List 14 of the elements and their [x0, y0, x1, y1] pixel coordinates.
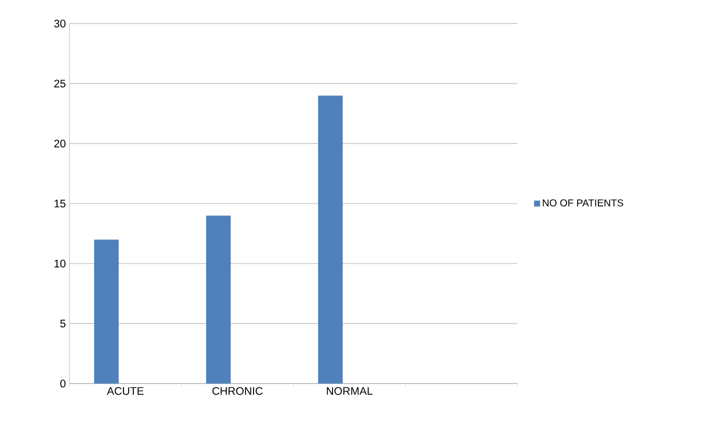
x-tick-label: ACUTE: [106, 387, 144, 395]
y-tick-label: 0: [60, 380, 66, 388]
bar: [94, 240, 119, 384]
legend-label: NO OF PATIENTS: [542, 199, 624, 206]
x-tick-label: NORMAL: [326, 387, 373, 395]
y-tick-label: 20: [54, 140, 66, 148]
y-tick-label: 30: [54, 20, 66, 28]
bar: [206, 216, 231, 384]
x-tick-label: CHRONIC: [212, 387, 263, 395]
y-tick-label: 5: [60, 320, 66, 328]
bar: [318, 96, 343, 384]
y-tick-label: 10: [54, 260, 66, 268]
y-tick-label: 15: [54, 200, 66, 208]
y-tick-label: 25: [54, 80, 66, 88]
